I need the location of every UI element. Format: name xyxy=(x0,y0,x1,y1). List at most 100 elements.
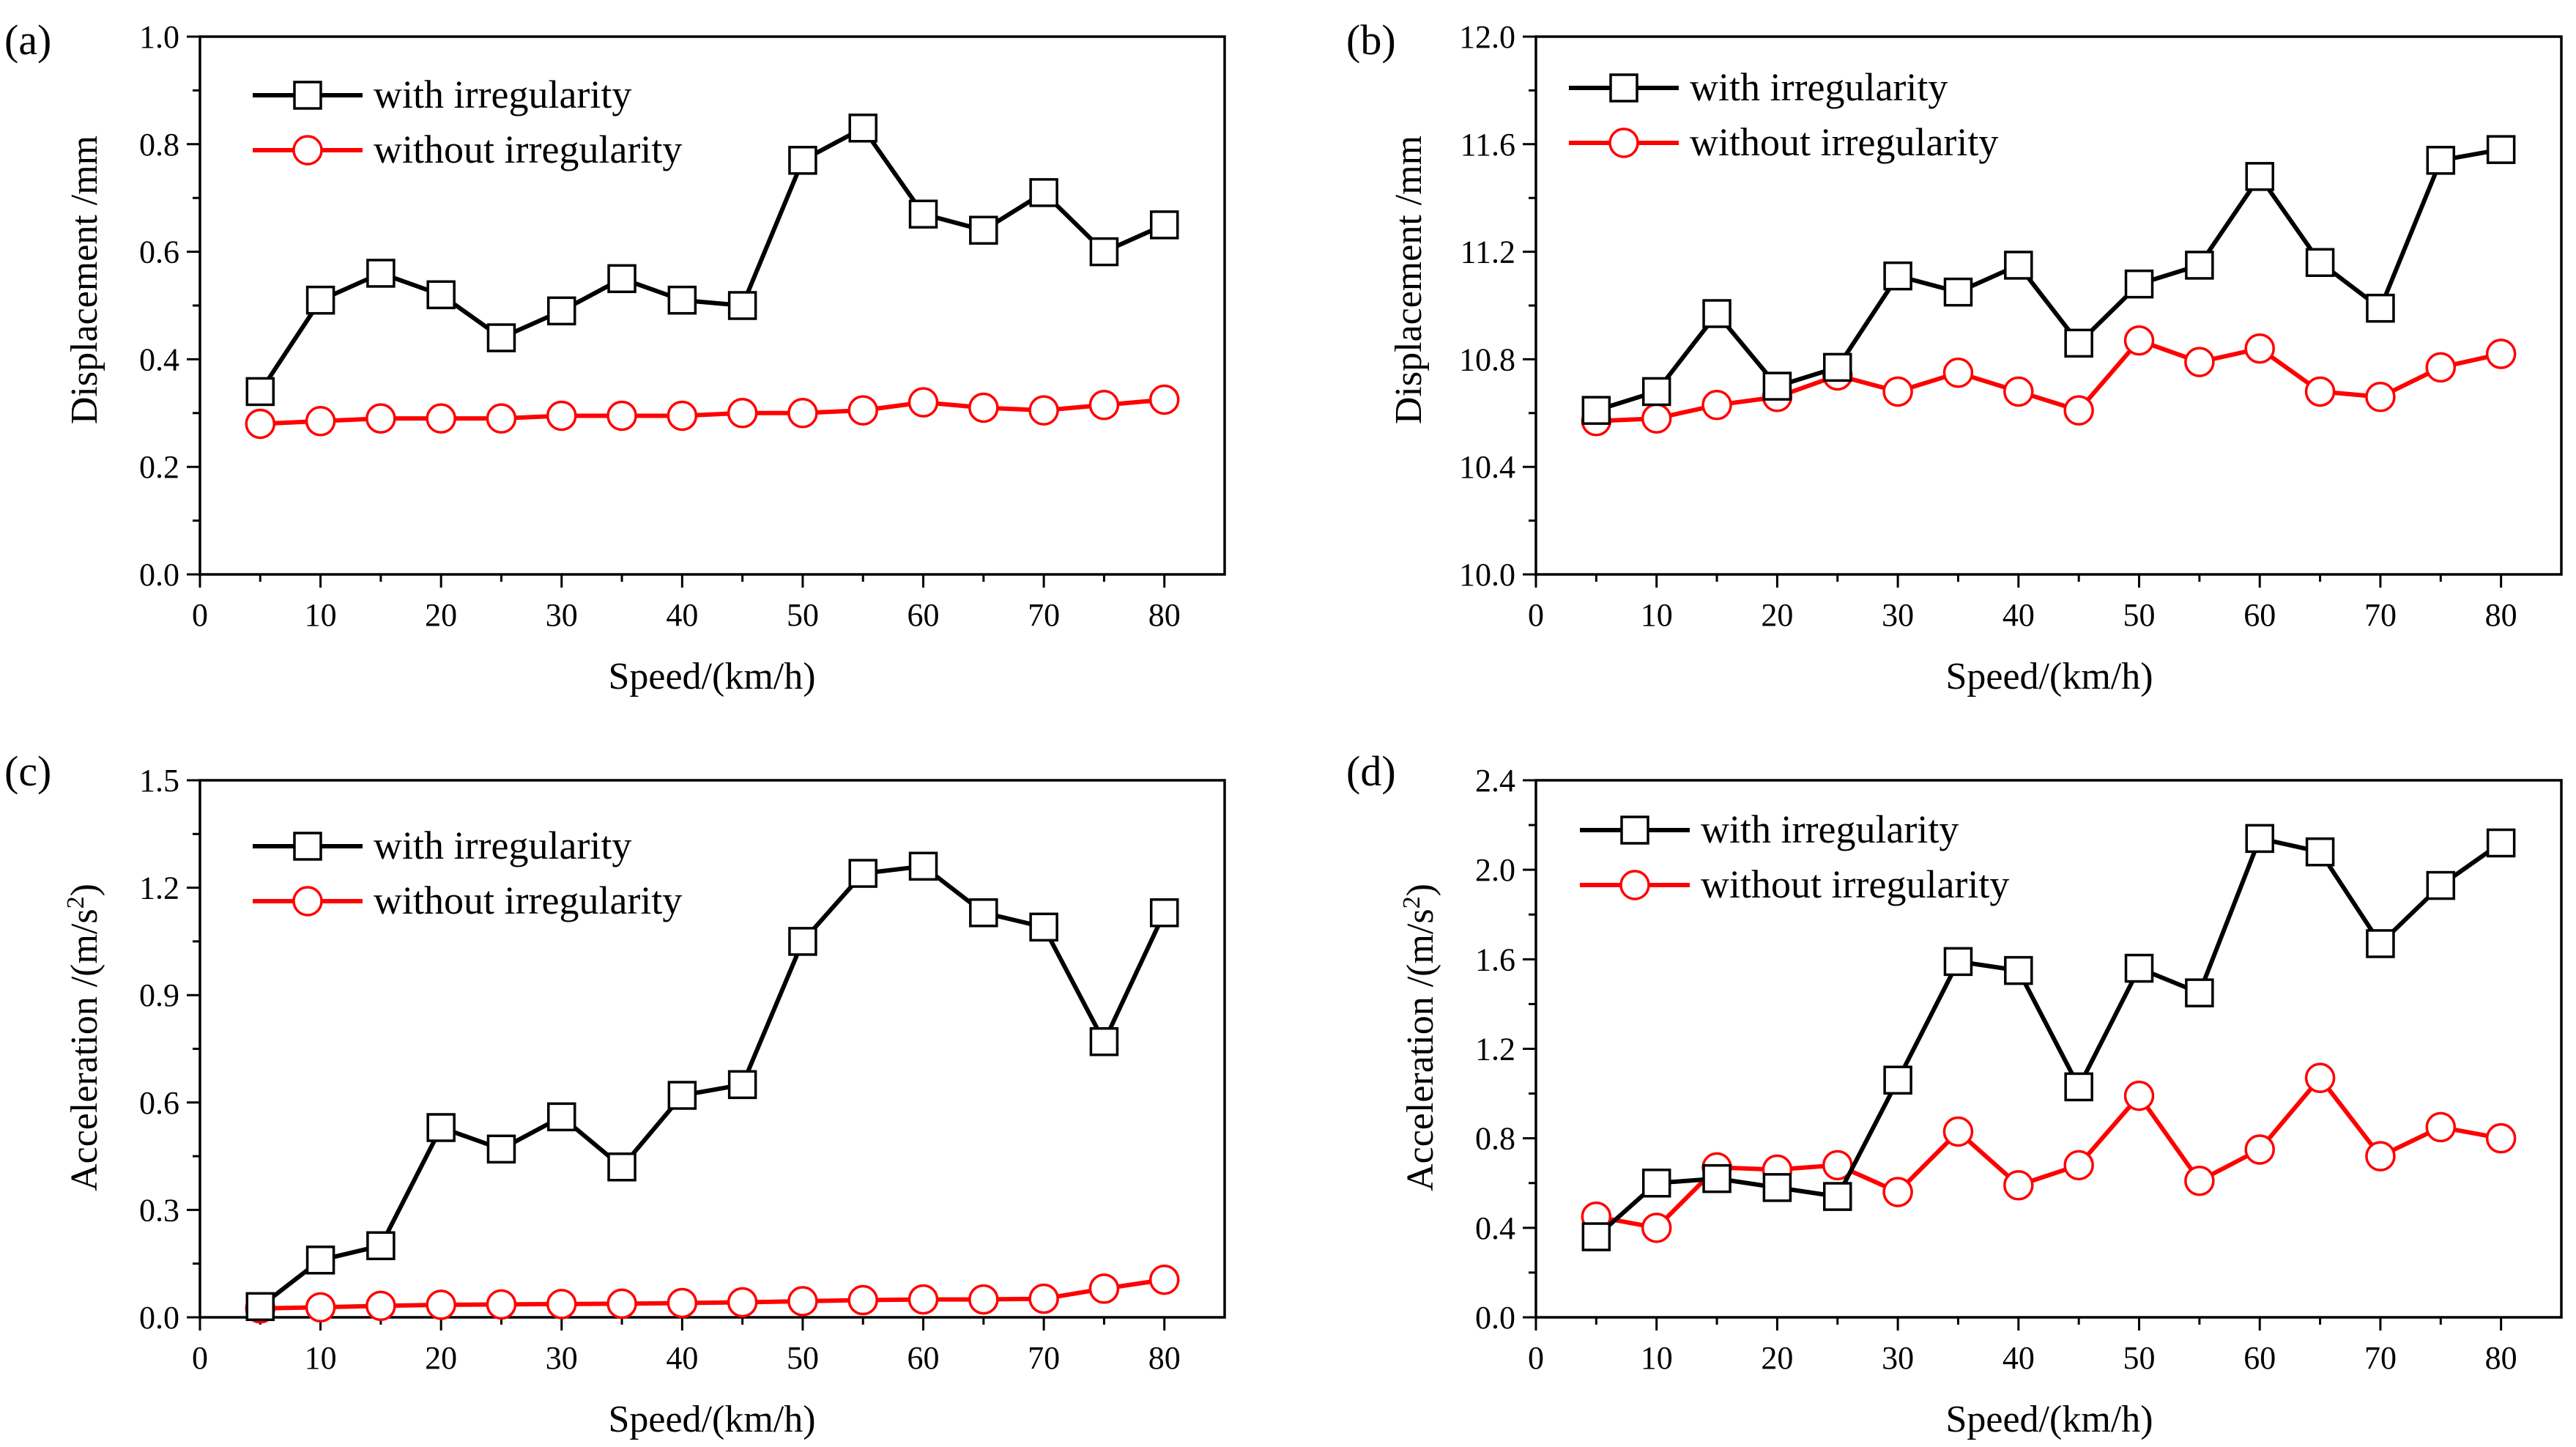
data-point-square xyxy=(667,1081,697,1110)
y-axis-label-tail: ) xyxy=(64,884,105,896)
data-point-square xyxy=(607,1152,636,1182)
data-point-square xyxy=(1762,1173,1792,1202)
x-tick-label: 20 xyxy=(1761,1340,1793,1376)
series-line xyxy=(260,397,1165,426)
x-tick-label: 0 xyxy=(192,1340,208,1376)
data-point-circle xyxy=(606,1288,637,1320)
data-point-square xyxy=(245,377,275,407)
data-point-circle xyxy=(305,406,336,437)
data-point-circle xyxy=(1942,1116,1974,1147)
data-point-square xyxy=(1823,352,1852,382)
data-point-circle xyxy=(2485,1122,2517,1154)
y-tick-label: 1.6 xyxy=(1475,941,1515,977)
data-point-square xyxy=(969,898,998,928)
x-tick-label: 60 xyxy=(2243,1340,2276,1376)
data-point-circle xyxy=(365,403,396,434)
x-tick-label: 70 xyxy=(1028,597,1060,633)
data-point-circle xyxy=(787,1286,818,1317)
x-axis-label: Speed/(km/h) xyxy=(608,656,815,697)
x-tick-label: 40 xyxy=(2002,1340,2035,1376)
data-point-circle xyxy=(606,400,637,432)
y-axis-label: Displacement /mm xyxy=(1388,136,1430,424)
data-point-circle xyxy=(245,408,276,440)
data-point-square xyxy=(1149,898,1179,928)
x-tick-label: 70 xyxy=(1028,1340,1060,1376)
x-tick-label: 40 xyxy=(666,597,698,633)
y-axis-label: Acceleration /(m/s2) xyxy=(1398,884,1441,1191)
data-point-circle xyxy=(1148,1264,1180,1295)
x-tick-label: 50 xyxy=(2123,597,2156,633)
data-point-circle xyxy=(365,1290,396,1322)
data-point-square xyxy=(1762,371,1792,401)
data-point-circle xyxy=(546,400,577,432)
x-tick-label: 20 xyxy=(425,1340,457,1376)
legend-label: with irregularity xyxy=(374,824,631,867)
data-point-circle xyxy=(2063,395,2094,426)
data-point-square xyxy=(908,199,938,229)
x-tick-label: 60 xyxy=(2243,597,2276,633)
x-tick-label: 50 xyxy=(787,597,819,633)
data-point-square xyxy=(2486,828,2516,858)
data-point-square xyxy=(547,296,576,326)
data-point-circle xyxy=(968,1284,999,1315)
data-point-circle xyxy=(1028,1283,1059,1314)
y-axis-label: Acceleration /(m/s2) xyxy=(62,884,105,1191)
y-tick-label: 0.6 xyxy=(139,234,179,270)
x-tick-label: 30 xyxy=(546,1340,578,1376)
data-point-circle xyxy=(847,395,878,426)
x-tick-label: 70 xyxy=(2364,1340,2397,1376)
data-point-square xyxy=(1702,299,1731,328)
data-point-square xyxy=(305,285,335,315)
data-point-square xyxy=(486,323,516,352)
y-tick-label: 0.0 xyxy=(139,557,179,593)
data-point-square xyxy=(1581,396,1611,425)
data-point-square xyxy=(788,146,817,175)
x-tick-label: 10 xyxy=(1641,597,1673,633)
x-tick-label: 0 xyxy=(1528,597,1544,633)
x-tick-label: 40 xyxy=(2002,597,2035,633)
data-point-circle xyxy=(667,1287,698,1319)
data-point-square xyxy=(2185,251,2214,280)
y-tick-label: 0.8 xyxy=(139,127,179,163)
data-point-circle xyxy=(2003,1170,2034,1201)
y-tick-label: 0.6 xyxy=(139,1085,179,1121)
data-point-square xyxy=(1581,1222,1611,1251)
data-point-square xyxy=(667,285,697,315)
x-axis-label: Speed/(km/h) xyxy=(1945,1399,2153,1440)
data-point-circle xyxy=(2365,1141,2396,1172)
y-tick-label: 0.0 xyxy=(1475,1300,1515,1336)
y-tick-label: 1.2 xyxy=(1475,1032,1515,1067)
legend-label: with irregularity xyxy=(1701,807,1959,851)
data-point-circle xyxy=(1088,1273,1120,1304)
x-tick-label: 10 xyxy=(1641,1340,1673,1376)
y-axis-label-sup: 2 xyxy=(1398,896,1425,908)
legend-marker xyxy=(293,832,322,861)
data-point-circle xyxy=(907,1284,939,1315)
data-point-circle xyxy=(2244,333,2275,364)
panel-letter: (c) xyxy=(4,747,51,795)
y-tick-label: 10.4 xyxy=(1459,449,1515,485)
data-point-square xyxy=(1029,178,1058,207)
x-tick-label: 30 xyxy=(1882,1340,1914,1376)
x-tick-label: 60 xyxy=(907,597,940,633)
data-point-square xyxy=(2245,162,2274,191)
data-point-square xyxy=(2305,248,2335,278)
data-point-square xyxy=(788,927,817,956)
data-point-square xyxy=(1883,261,1912,291)
data-point-circle xyxy=(727,1287,758,1318)
data-point-circle xyxy=(305,1292,336,1323)
y-axis-label-tail: ) xyxy=(1400,884,1441,896)
data-point-circle xyxy=(2123,1080,2155,1111)
y-axis-label: Displacement /mm xyxy=(64,136,105,424)
data-point-square xyxy=(2064,1072,2093,1102)
data-point-square xyxy=(1029,912,1058,942)
x-tick-label: 80 xyxy=(1148,1340,1181,1376)
y-tick-label: 0.0 xyxy=(139,1300,179,1336)
data-point-square xyxy=(727,1070,757,1100)
data-point-circle xyxy=(1882,1177,1913,1207)
data-point-square xyxy=(486,1134,516,1164)
data-point-square xyxy=(2366,929,2395,958)
data-point-circle xyxy=(486,403,517,434)
data-point-circle xyxy=(1701,390,1732,421)
